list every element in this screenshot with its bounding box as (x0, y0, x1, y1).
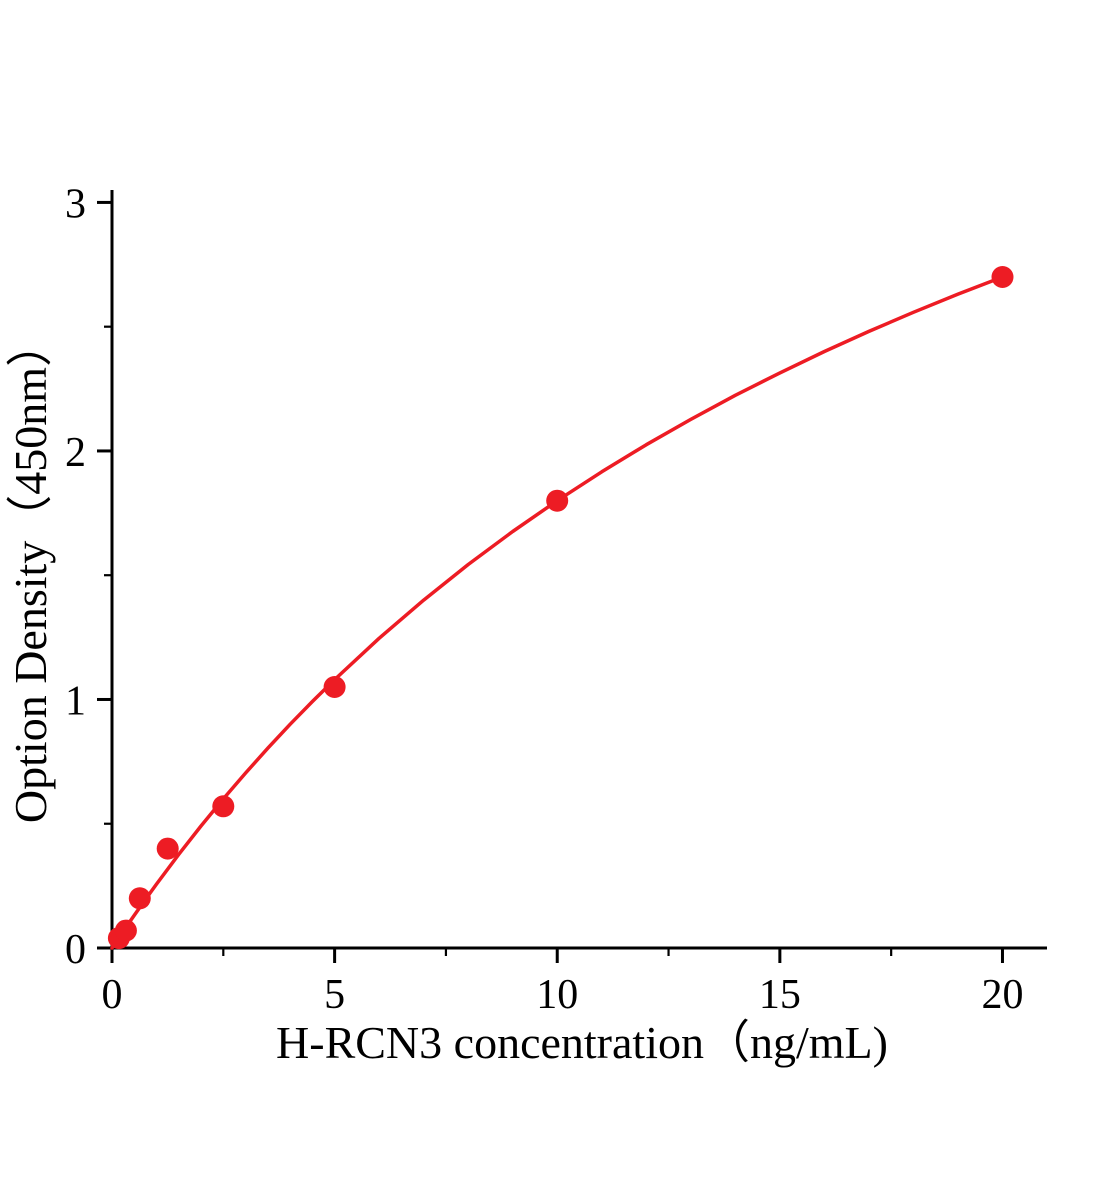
x-tick-label: 10 (536, 972, 578, 1018)
data-point (156, 837, 179, 860)
y-tick-label: 1 (65, 678, 86, 724)
x-tick-label: 15 (759, 972, 801, 1018)
data-point (991, 266, 1014, 288)
y-tick-label: 3 (65, 181, 86, 227)
x-tick-label: 5 (324, 972, 345, 1018)
data-point (546, 489, 569, 512)
y-tick-label: 2 (65, 430, 86, 476)
series-layer (107, 266, 1014, 950)
data-point (212, 795, 235, 818)
fit-curve (110, 275, 1005, 950)
y-tick-label: 0 (65, 927, 86, 973)
y-axis-title: Option Density（450nm） (5, 321, 56, 823)
x-tick-label: 0 (102, 972, 123, 1018)
data-point (114, 919, 137, 942)
data-point (128, 887, 151, 910)
axes-layer: 0 5 10 15 20 0 1 2 3 (65, 181, 1047, 1018)
x-axis-title: H-RCN3 concentration（ng/mL) (276, 1017, 888, 1068)
x-tick-label: 20 (981, 972, 1023, 1018)
data-point (323, 676, 346, 698)
